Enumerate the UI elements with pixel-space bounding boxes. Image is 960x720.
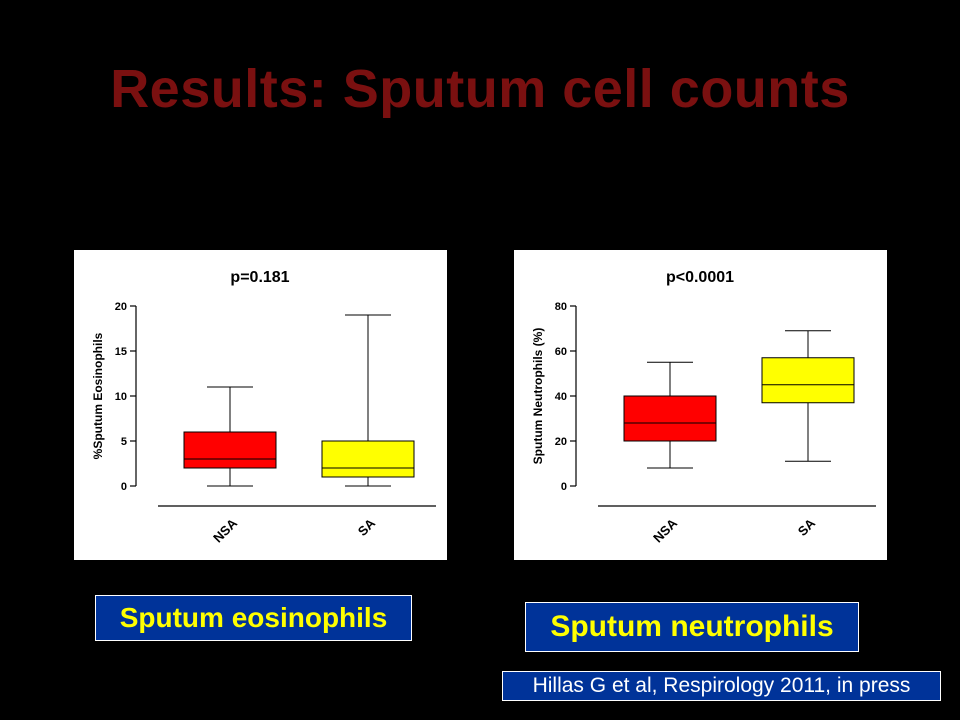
x-category-label: SA xyxy=(355,515,379,539)
y-axis-label: %Sputum Eosinophils xyxy=(91,332,105,459)
x-category-label: NSA xyxy=(650,515,680,545)
y-tick-label: 10 xyxy=(115,391,127,403)
box-nsa xyxy=(183,386,277,487)
y-tick-label: 0 xyxy=(121,481,127,493)
y-tick-label: 0 xyxy=(561,481,567,493)
slide-title: Results: Sputum cell counts xyxy=(110,59,850,119)
box-sa xyxy=(761,330,855,462)
y-tick-label: 80 xyxy=(555,301,567,313)
y-tick-label: 60 xyxy=(555,346,567,358)
neutrophils-boxplot: p<0.0001 Sputum Neutrophils (%) 0 20 40 60 80 N… xyxy=(531,269,876,546)
y-tick-label: 15 xyxy=(115,346,127,358)
y-tick-label: 20 xyxy=(555,436,567,448)
y-axis-label: Sputum Neutrophils (%) xyxy=(531,328,545,465)
chart-title: p=0.181 xyxy=(230,269,289,286)
chart-title: p<0.0001 xyxy=(666,269,734,286)
neutrophils-chart-panel: p<0.0001 Sputum Neutrophils (%) 0 20 40 60 80 N… xyxy=(514,250,887,560)
x-category-label: NSA xyxy=(210,515,240,545)
y-tick-label: 20 xyxy=(115,301,127,313)
eosinophils-chart-panel: p=0.181 %Sputum Eosinophils 0 5 10 15 20 NSA SA xyxy=(74,250,447,560)
iqr-box xyxy=(623,395,717,442)
citation: Hillas G et al, Respirology 2011, in pre… xyxy=(502,671,941,701)
iqr-box xyxy=(183,431,277,469)
x-category-label: SA xyxy=(795,515,819,539)
box-sa xyxy=(321,314,415,487)
y-tick-label: 40 xyxy=(555,391,567,403)
iqr-box xyxy=(321,440,415,478)
y-tick-label: 5 xyxy=(121,436,127,448)
box-nsa xyxy=(623,361,717,469)
iqr-box xyxy=(761,357,855,404)
eosinophils-caption: Sputum eosinophils xyxy=(95,595,412,641)
neutrophils-caption: Sputum neutrophils xyxy=(525,602,859,652)
eosinophils-boxplot: p=0.181 %Sputum Eosinophils 0 5 10 15 20 NSA SA xyxy=(91,269,436,546)
